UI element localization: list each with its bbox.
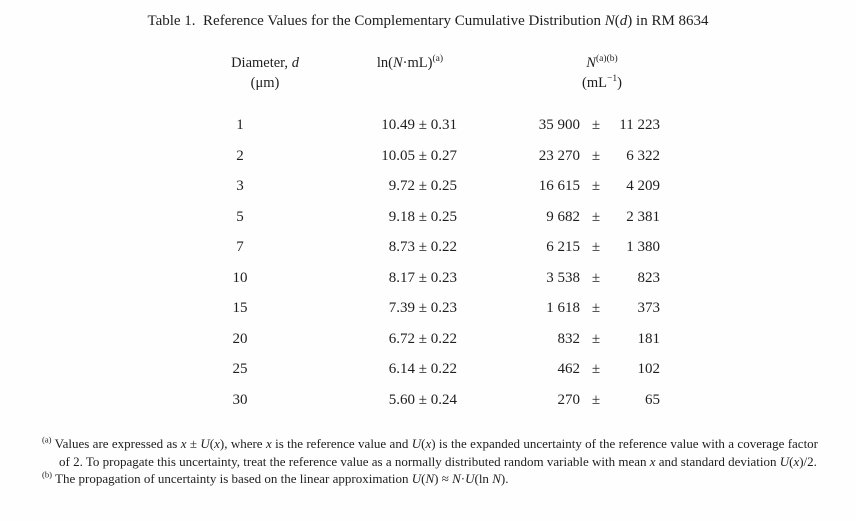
plus-minus-symbol: ± bbox=[591, 239, 601, 255]
cell-n-uncertainty: 373 bbox=[637, 300, 661, 316]
cell-diameter: 3 bbox=[236, 178, 244, 194]
plus-minus-symbol: ± bbox=[591, 361, 601, 377]
table-row: 10 8.17 ± 0.23 3 538 ± 823 bbox=[0, 263, 856, 294]
cell-ln-value: 6.14 ± 0.22 bbox=[388, 361, 457, 377]
cell-diameter: 1 bbox=[236, 117, 244, 133]
cell-diameter: 5 bbox=[236, 208, 244, 225]
cell-n-value: 270 bbox=[557, 391, 581, 408]
cell-n-value: 3 538 bbox=[546, 269, 580, 286]
cell-n-uncertainty: 1 380 bbox=[626, 239, 660, 255]
column-header-diameter-unit: (μm) bbox=[250, 75, 280, 91]
table-body: 1 10.49 ± 0.31 35 900 ± 11 223 2 10.05 ±… bbox=[0, 110, 856, 415]
plus-minus-symbol: ± bbox=[591, 300, 601, 316]
cell-n-value: 35 900 bbox=[538, 117, 580, 133]
cell-n-value: 23 270 bbox=[538, 147, 580, 164]
table-row: 30 5.60 ± 0.24 270 ± 65 bbox=[0, 385, 856, 416]
table-row: 5 9.18 ± 0.25 9 682 ± 2 381 bbox=[0, 202, 856, 233]
cell-n-value: 1 618 bbox=[546, 300, 580, 316]
column-header-diameter-label: Diameter, d bbox=[231, 55, 299, 71]
cell-n-uncertainty: 11 223 bbox=[619, 117, 660, 133]
table-row: 3 9.72 ± 0.25 16 615 ± 4 209 bbox=[0, 171, 856, 202]
cell-ln-value: 7.39 ± 0.23 bbox=[388, 300, 457, 316]
table-row: 7 8.73 ± 0.22 6 215 ± 1 380 bbox=[0, 232, 856, 263]
cell-ln-value: 9.72 ± 0.25 bbox=[388, 178, 457, 194]
column-header-ln-label: ln(N·mL)(a) bbox=[376, 53, 444, 71]
footnotes: (a) Values are expressed as x ± U(x), wh… bbox=[42, 435, 818, 488]
cell-n-uncertainty: 6 322 bbox=[626, 147, 660, 164]
cell-diameter: 20 bbox=[232, 330, 248, 347]
cell-ln-value: 8.17 ± 0.23 bbox=[388, 269, 457, 286]
cell-n-value: 16 615 bbox=[538, 178, 580, 194]
cell-n-uncertainty: 102 bbox=[637, 361, 661, 377]
cell-n-value: 832 bbox=[557, 330, 581, 347]
cell-n-uncertainty: 4 209 bbox=[626, 178, 660, 194]
column-header-n-unit: (mL−1) bbox=[582, 73, 622, 91]
plus-minus-symbol: ± bbox=[591, 269, 601, 286]
plus-minus-symbol: ± bbox=[591, 330, 601, 347]
cell-diameter: 30 bbox=[232, 391, 248, 408]
cell-ln-value: 5.60 ± 0.24 bbox=[388, 391, 457, 408]
table-row: 2 10.05 ± 0.27 23 270 ± 6 322 bbox=[0, 141, 856, 172]
table-row: 20 6.72 ± 0.22 832 ± 181 bbox=[0, 324, 856, 355]
cell-diameter: 10 bbox=[232, 269, 248, 286]
table-title: Table 1. Reference Values for the Comple… bbox=[147, 13, 709, 29]
plus-minus-symbol: ± bbox=[591, 117, 601, 133]
cell-diameter: 7 bbox=[236, 239, 244, 255]
column-header-diameter: Diameter, d (μm) bbox=[190, 53, 340, 93]
cell-diameter: 2 bbox=[236, 147, 244, 164]
table-row: 15 7.39 ± 0.23 1 618 ± 373 bbox=[0, 293, 856, 324]
table-row: 25 6.14 ± 0.22 462 ± 102 bbox=[0, 354, 856, 385]
cell-diameter: 15 bbox=[232, 300, 248, 316]
column-header-ln: ln(N·mL)(a) bbox=[350, 53, 470, 73]
cell-n-value: 6 215 bbox=[546, 239, 580, 255]
cell-ln-value: 6.72 ± 0.22 bbox=[388, 330, 457, 347]
plus-minus-symbol: ± bbox=[591, 391, 601, 408]
plus-minus-symbol: ± bbox=[591, 208, 601, 225]
plus-minus-symbol: ± bbox=[591, 147, 601, 164]
footnote-a: (a) Values are expressed as x ± U(x), wh… bbox=[42, 434, 819, 469]
cell-n-uncertainty: 181 bbox=[637, 330, 661, 347]
column-header-n: N(a)(b) (mL−1) bbox=[522, 53, 682, 93]
plus-minus-symbol: ± bbox=[591, 178, 601, 194]
cell-ln-value: 10.05 ± 0.27 bbox=[381, 147, 457, 164]
cell-ln-value: 9.18 ± 0.25 bbox=[388, 208, 457, 225]
cell-n-uncertainty: 65 bbox=[645, 391, 660, 408]
column-header-n-label: N(a)(b) bbox=[586, 53, 618, 71]
cell-n-uncertainty: 823 bbox=[637, 269, 661, 286]
cell-diameter: 25 bbox=[232, 361, 248, 377]
footnote-b: (b) The propagation of uncertainty is ba… bbox=[42, 469, 509, 486]
cell-n-value: 9 682 bbox=[546, 208, 580, 225]
cell-n-uncertainty: 2 381 bbox=[626, 208, 660, 225]
cell-ln-value: 10.49 ± 0.31 bbox=[381, 117, 457, 133]
cell-ln-value: 8.73 ± 0.22 bbox=[388, 239, 457, 255]
cell-n-value: 462 bbox=[557, 361, 581, 377]
table-row: 1 10.49 ± 0.31 35 900 ± 11 223 bbox=[0, 110, 856, 141]
